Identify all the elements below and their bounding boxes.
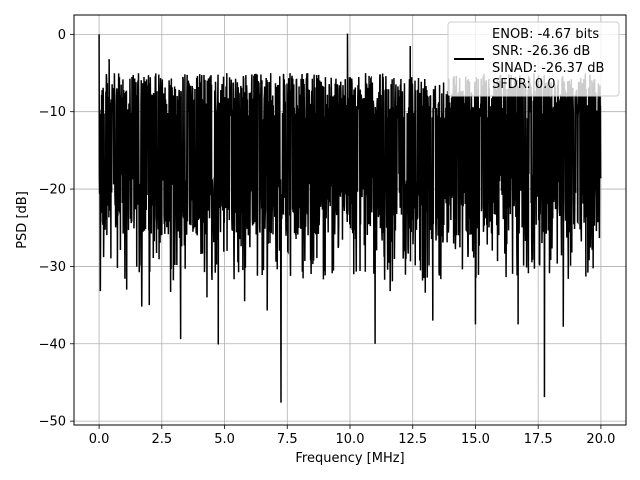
x-tick-label: 10.0 [336, 432, 365, 447]
y-tick-label: −30 [39, 260, 66, 275]
y-tick-label: −50 [39, 415, 66, 430]
series-layer [98, 33, 602, 403]
x-tick-label: 5.0 [214, 432, 235, 447]
y-tick-label: −10 [39, 105, 66, 120]
x-tick-label: 2.5 [151, 432, 172, 447]
y-axis-ticks: 0 −10 −20 −30 −40 −50 [39, 28, 74, 430]
y-axis-label: PSD [dB] [15, 191, 30, 249]
x-tick-label: 12.5 [398, 432, 427, 447]
x-axis-label: Frequency [MHz] [295, 451, 404, 466]
x-tick-label: 15.0 [461, 432, 490, 447]
x-axis-ticks: 0.0 2.5 5.0 7.5 10.0 12.5 15.0 17.5 20.0 [89, 425, 615, 447]
y-tick-label: −40 [39, 337, 66, 352]
legend-entry-snr: SNR: -26.36 dB [492, 44, 590, 59]
legend-entry-sfdr: SFDR: 0.0 [492, 77, 556, 92]
x-tick-label: 0.0 [89, 432, 110, 447]
y-tick-label: −20 [39, 183, 66, 198]
psd-series-line [98, 33, 602, 403]
legend-entry-enob: ENOB: -4.67 bits [492, 27, 599, 42]
legend-box [447, 21, 620, 97]
legend: ENOB: -4.67 bits SNR: -26.36 dB SINAD: -… [447, 21, 620, 97]
y-tick-label: 0 [58, 28, 66, 43]
x-tick-label: 17.5 [524, 432, 553, 447]
legend-entry-sinad: SINAD: -26.37 dB [492, 61, 604, 76]
x-tick-label: 7.5 [277, 432, 298, 447]
x-tick-label: 20.0 [586, 432, 615, 447]
